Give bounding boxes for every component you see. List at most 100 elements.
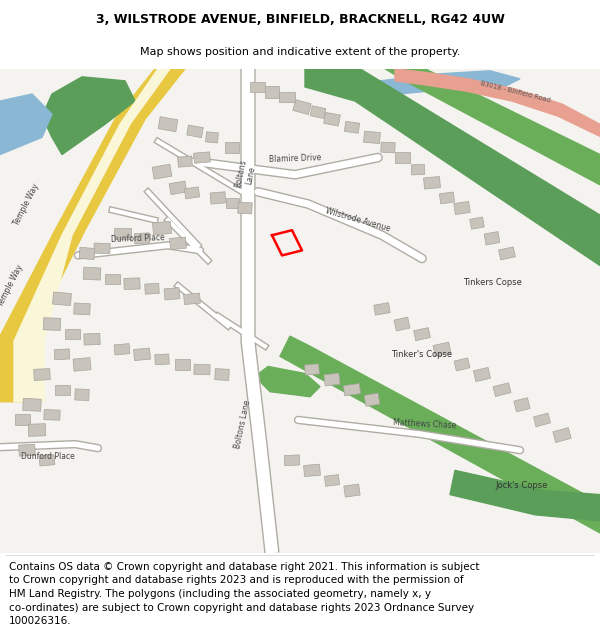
FancyBboxPatch shape xyxy=(55,384,70,395)
FancyBboxPatch shape xyxy=(75,389,89,401)
FancyBboxPatch shape xyxy=(152,164,172,179)
FancyBboxPatch shape xyxy=(533,413,551,427)
Text: Temple Way: Temple Way xyxy=(0,263,25,308)
FancyBboxPatch shape xyxy=(279,92,295,102)
FancyBboxPatch shape xyxy=(293,99,311,114)
FancyBboxPatch shape xyxy=(439,192,455,204)
FancyBboxPatch shape xyxy=(169,181,187,195)
FancyBboxPatch shape xyxy=(170,237,187,249)
Text: Jock's Copse: Jock's Copse xyxy=(496,481,548,490)
FancyBboxPatch shape xyxy=(194,364,210,375)
Text: Wilstrode Avenue: Wilstrode Avenue xyxy=(325,207,391,234)
FancyBboxPatch shape xyxy=(206,132,218,143)
Polygon shape xyxy=(385,69,600,185)
FancyBboxPatch shape xyxy=(187,125,203,138)
FancyBboxPatch shape xyxy=(395,152,409,163)
Text: B3018 - Binfield Road: B3018 - Binfield Road xyxy=(479,81,551,104)
Text: Contains OS data © Crown copyright and database right 2021. This information is : Contains OS data © Crown copyright and d… xyxy=(9,562,479,625)
FancyBboxPatch shape xyxy=(83,267,101,280)
Text: Boltons Lane: Boltons Lane xyxy=(233,399,253,449)
FancyBboxPatch shape xyxy=(553,428,571,442)
FancyBboxPatch shape xyxy=(39,454,55,466)
FancyBboxPatch shape xyxy=(184,187,200,199)
FancyBboxPatch shape xyxy=(413,328,430,341)
FancyBboxPatch shape xyxy=(484,232,500,245)
FancyBboxPatch shape xyxy=(305,364,319,375)
FancyBboxPatch shape xyxy=(454,358,470,371)
FancyBboxPatch shape xyxy=(178,156,193,168)
FancyBboxPatch shape xyxy=(304,464,320,477)
FancyBboxPatch shape xyxy=(14,414,29,426)
FancyBboxPatch shape xyxy=(114,344,130,355)
Polygon shape xyxy=(395,69,600,136)
FancyBboxPatch shape xyxy=(493,382,511,396)
FancyBboxPatch shape xyxy=(210,192,226,204)
FancyBboxPatch shape xyxy=(84,333,100,345)
FancyBboxPatch shape xyxy=(134,348,151,361)
FancyBboxPatch shape xyxy=(134,233,150,244)
FancyBboxPatch shape xyxy=(424,176,440,189)
Text: Tinker's Copse: Tinker's Copse xyxy=(391,350,452,359)
FancyBboxPatch shape xyxy=(473,368,491,382)
Text: Map shows position and indicative extent of the property.: Map shows position and indicative extent… xyxy=(140,47,460,56)
FancyBboxPatch shape xyxy=(454,201,470,214)
FancyBboxPatch shape xyxy=(344,484,360,497)
FancyBboxPatch shape xyxy=(44,409,60,420)
FancyBboxPatch shape xyxy=(374,302,390,315)
Text: Blamire Drive: Blamire Drive xyxy=(269,152,322,164)
FancyBboxPatch shape xyxy=(412,164,425,175)
FancyBboxPatch shape xyxy=(28,424,46,436)
FancyBboxPatch shape xyxy=(124,278,140,289)
Text: Tinkers Copse: Tinkers Copse xyxy=(463,278,521,287)
Polygon shape xyxy=(280,336,600,533)
FancyBboxPatch shape xyxy=(470,217,484,229)
Polygon shape xyxy=(380,71,520,94)
FancyBboxPatch shape xyxy=(343,384,361,396)
FancyBboxPatch shape xyxy=(184,293,200,304)
Text: Dunford Place: Dunford Place xyxy=(21,452,75,461)
Text: Boltons
Lane: Boltons Lane xyxy=(233,159,259,191)
FancyBboxPatch shape xyxy=(250,82,265,92)
FancyBboxPatch shape xyxy=(325,474,340,486)
FancyBboxPatch shape xyxy=(284,455,300,466)
Text: Temple Way: Temple Way xyxy=(11,182,40,228)
FancyBboxPatch shape xyxy=(433,342,451,356)
FancyBboxPatch shape xyxy=(364,393,380,406)
FancyBboxPatch shape xyxy=(514,398,530,412)
FancyBboxPatch shape xyxy=(113,228,131,239)
FancyBboxPatch shape xyxy=(238,202,252,214)
Polygon shape xyxy=(255,366,320,397)
FancyBboxPatch shape xyxy=(74,303,90,315)
FancyBboxPatch shape xyxy=(79,248,95,259)
Polygon shape xyxy=(0,69,185,402)
FancyBboxPatch shape xyxy=(152,221,172,235)
FancyBboxPatch shape xyxy=(34,369,50,381)
FancyBboxPatch shape xyxy=(104,274,119,284)
FancyBboxPatch shape xyxy=(54,349,70,360)
FancyBboxPatch shape xyxy=(155,354,169,365)
FancyBboxPatch shape xyxy=(164,288,180,300)
FancyBboxPatch shape xyxy=(73,357,91,371)
FancyBboxPatch shape xyxy=(364,131,380,144)
Polygon shape xyxy=(305,69,600,266)
FancyBboxPatch shape xyxy=(158,117,178,132)
FancyBboxPatch shape xyxy=(43,318,61,331)
FancyBboxPatch shape xyxy=(381,142,395,153)
FancyBboxPatch shape xyxy=(344,121,359,133)
FancyBboxPatch shape xyxy=(19,444,35,456)
FancyBboxPatch shape xyxy=(323,112,340,126)
FancyBboxPatch shape xyxy=(145,283,159,294)
FancyBboxPatch shape xyxy=(265,86,279,98)
FancyBboxPatch shape xyxy=(53,292,71,306)
FancyBboxPatch shape xyxy=(225,142,239,153)
Text: Matthews Chase: Matthews Chase xyxy=(393,418,457,430)
FancyBboxPatch shape xyxy=(175,359,190,370)
FancyBboxPatch shape xyxy=(310,106,326,119)
FancyBboxPatch shape xyxy=(499,247,515,260)
FancyBboxPatch shape xyxy=(324,373,340,386)
Text: 3, WILSTRODE AVENUE, BINFIELD, BRACKNELL, RG42 4UW: 3, WILSTRODE AVENUE, BINFIELD, BRACKNELL… xyxy=(95,12,505,26)
FancyBboxPatch shape xyxy=(226,198,239,208)
Polygon shape xyxy=(450,471,600,521)
FancyBboxPatch shape xyxy=(215,369,229,381)
FancyBboxPatch shape xyxy=(94,243,110,254)
